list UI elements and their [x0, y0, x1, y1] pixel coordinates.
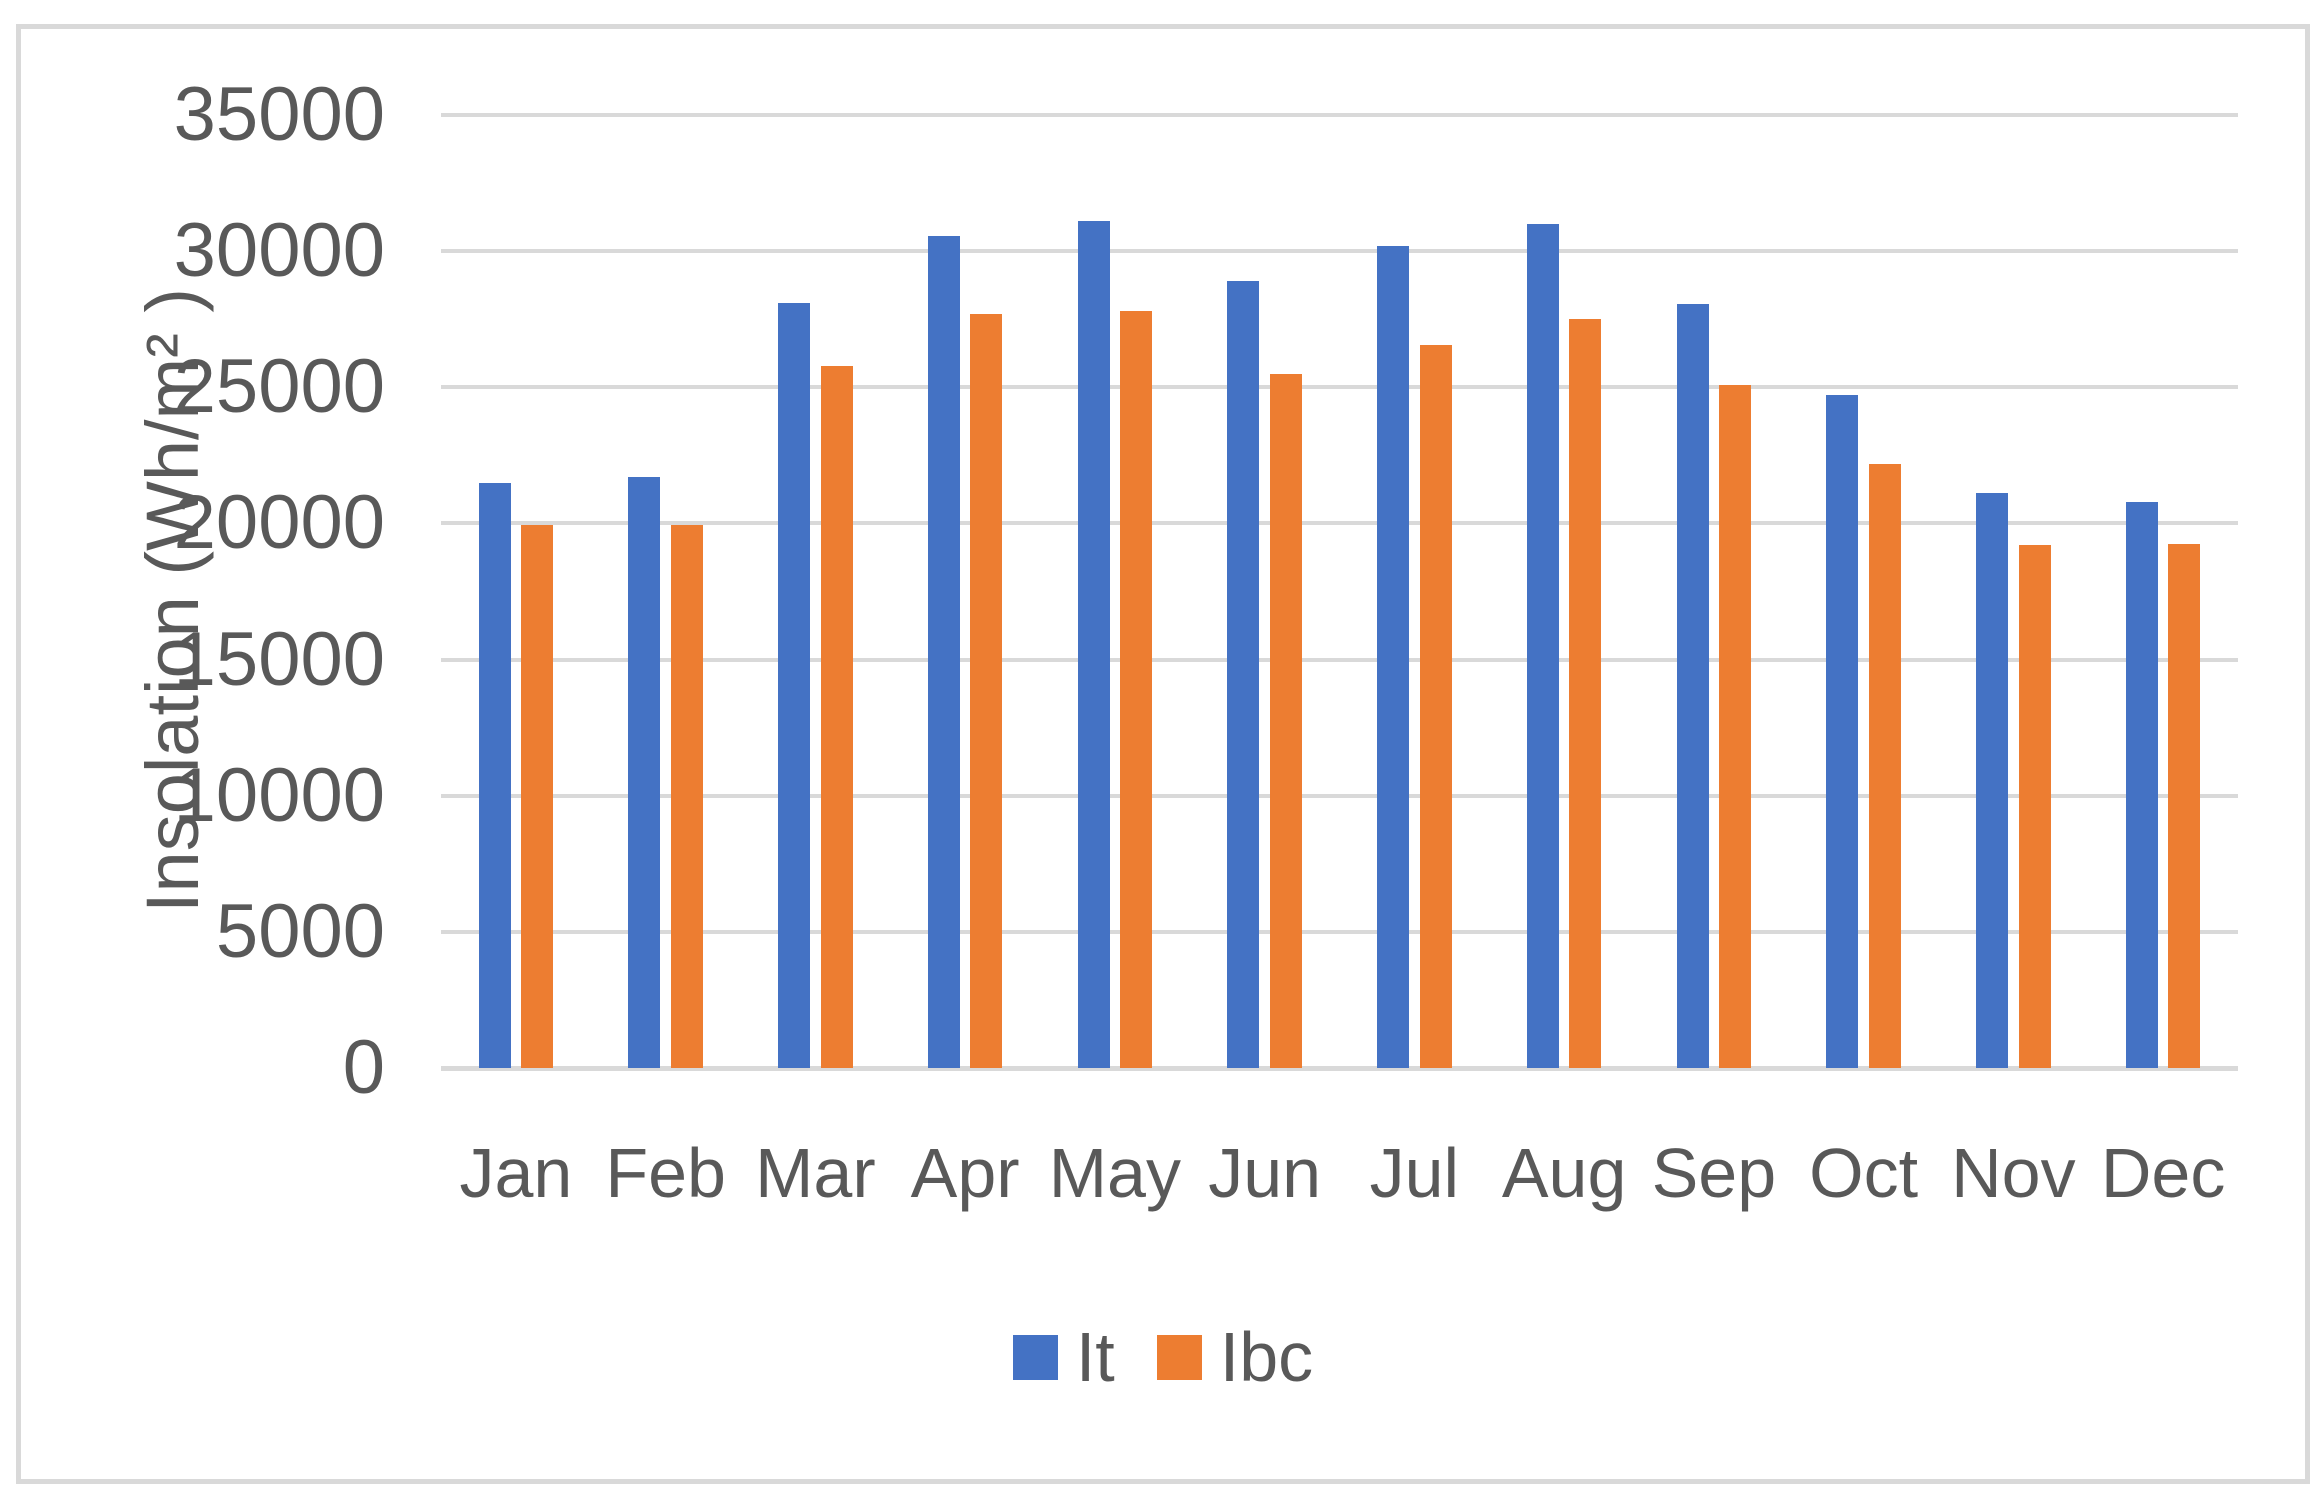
y-tick-mark-35000 — [441, 113, 492, 117]
y-tick-label-25000: 25000 — [173, 344, 385, 430]
x-label-nov: Nov — [1951, 1134, 2076, 1212]
gridline-30000 — [441, 249, 2238, 254]
bar-ibc-nov — [2018, 545, 2051, 1068]
bar-it-jun — [1227, 281, 1260, 1068]
bar-ibc-jun — [1269, 373, 1302, 1068]
x-label-apr: Apr — [910, 1134, 1020, 1212]
bar-ibc-oct — [1868, 463, 1901, 1068]
bar-it-oct — [1826, 395, 1859, 1068]
x-label-jul: Jul — [1369, 1134, 1460, 1212]
bar-ibc-jan — [521, 524, 554, 1068]
legend-item-it: It — [1012, 1318, 1115, 1396]
bar-ibc-dec — [2168, 543, 2201, 1068]
y-tick-label-5000: 5000 — [215, 888, 385, 974]
bar-ibc-jul — [1419, 345, 1452, 1068]
bar-it-feb — [628, 477, 661, 1068]
chart-frame-border — [16, 24, 2310, 1484]
x-label-mar: Mar — [755, 1134, 876, 1212]
x-label-may: May — [1048, 1134, 1181, 1212]
x-label-feb: Feb — [605, 1134, 726, 1212]
bar-it-aug — [1526, 223, 1559, 1068]
legend-swatch-it — [1012, 1334, 1058, 1380]
y-tick-label-30000: 30000 — [173, 208, 385, 294]
x-label-jun: Jun — [1208, 1134, 1322, 1212]
bar-ibc-may — [1120, 311, 1153, 1068]
bar-ibc-feb — [670, 524, 703, 1068]
plot-area — [441, 113, 2238, 1071]
y-tick-label-15000: 15000 — [173, 616, 385, 702]
bar-it-dec — [2125, 501, 2158, 1068]
x-label-sep: Sep — [1651, 1134, 1777, 1212]
y-tick-mark-5000 — [441, 929, 492, 934]
legend-item-ibc: Ibc — [1156, 1318, 1314, 1396]
legend-label-ibc: Ibc — [1219, 1318, 1314, 1396]
y-tick-mark-15000 — [441, 657, 492, 662]
x-label-dec: Dec — [2100, 1134, 2226, 1212]
y-tick-label-35000: 35000 — [173, 72, 385, 157]
y-tick-mark-0 — [441, 1066, 492, 1070]
bar-it-sep — [1676, 304, 1709, 1068]
y-tick-mark-20000 — [441, 521, 492, 526]
y-tick-label-0: 0 — [342, 1025, 385, 1110]
gridline-25000 — [441, 385, 2238, 390]
bar-it-mar — [778, 302, 811, 1068]
y-tick-mark-10000 — [441, 793, 492, 798]
bar-ibc-sep — [1719, 384, 1752, 1068]
x-label-aug: Aug — [1501, 1134, 1627, 1212]
gridline-10000 — [441, 793, 2238, 798]
bar-ibc-mar — [820, 365, 853, 1068]
gridline-15000 — [441, 657, 2238, 662]
x-label-jan: Jan — [459, 1134, 573, 1212]
bar-it-nov — [1976, 493, 2009, 1068]
bar-it-may — [1077, 221, 1110, 1068]
x-axis-line — [441, 1066, 2238, 1071]
y-tick-mark-25000 — [441, 385, 492, 390]
bar-it-jan — [478, 482, 511, 1068]
gridline-20000 — [441, 521, 2238, 526]
legend-swatch-ibc — [1156, 1334, 1202, 1380]
bar-it-apr — [927, 236, 960, 1068]
bar-it-jul — [1377, 245, 1410, 1068]
gridline-35000 — [441, 113, 2238, 117]
legend: It Ibc — [16, 1322, 2310, 1392]
bar-ibc-aug — [1569, 319, 1602, 1068]
bar-ibc-apr — [970, 313, 1003, 1068]
legend-label-it: It — [1075, 1318, 1115, 1396]
y-tick-label-10000: 10000 — [173, 752, 385, 838]
gridline-5000 — [441, 929, 2238, 934]
y-tick-mark-30000 — [441, 249, 492, 254]
y-tick-label-20000: 20000 — [173, 480, 385, 566]
x-label-oct: Oct — [1809, 1134, 1919, 1212]
